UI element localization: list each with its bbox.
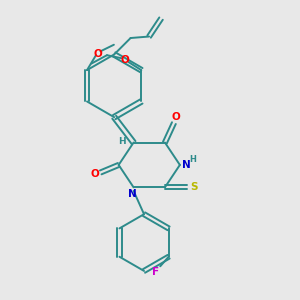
Text: O: O bbox=[90, 169, 99, 179]
Text: F: F bbox=[152, 267, 160, 277]
Text: O: O bbox=[93, 49, 102, 59]
Text: O: O bbox=[171, 112, 180, 122]
Text: N: N bbox=[128, 189, 136, 199]
Text: N: N bbox=[182, 160, 191, 170]
Text: S: S bbox=[190, 182, 198, 192]
Text: H: H bbox=[189, 155, 196, 164]
Text: H: H bbox=[118, 136, 126, 146]
Text: O: O bbox=[121, 55, 129, 65]
